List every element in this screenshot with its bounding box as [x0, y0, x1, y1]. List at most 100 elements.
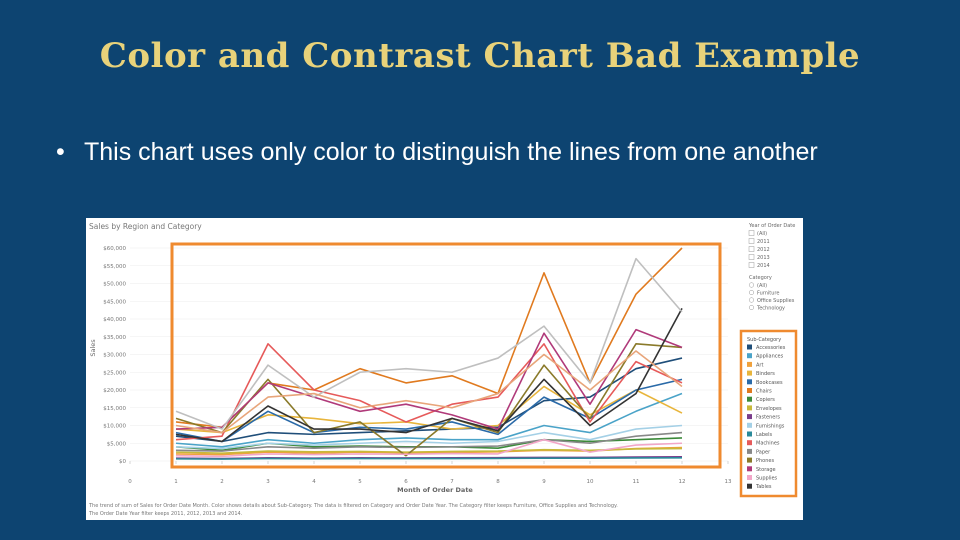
legend-highlight-box	[739, 329, 798, 498]
y-tick-label: $10,000	[103, 424, 126, 430]
y-tick-label: $35,000	[103, 335, 126, 341]
category-radio[interactable]	[748, 282, 755, 288]
legend-swatch	[747, 405, 752, 411]
y-tick-label: $15,000	[103, 406, 126, 412]
legend-swatch	[747, 414, 752, 420]
series-line-18	[175, 350, 683, 434]
series-line-17	[175, 257, 683, 430]
series-line-13	[175, 343, 683, 457]
year-filter-option: 2012	[757, 247, 770, 253]
legend-item: Furnishings	[756, 423, 785, 429]
bullet-point: • This chart uses only color to distingu…	[56, 136, 926, 168]
series-line-14	[175, 328, 683, 430]
category-filter-option: Office Supplies	[757, 298, 795, 304]
legend-item: Binders	[756, 371, 775, 377]
y-tick-label: $50,000	[103, 282, 126, 288]
series-line-7	[175, 447, 683, 454]
year-filter-title: Year of Order Date	[748, 223, 795, 229]
category-filter-option: Furniture	[757, 291, 779, 297]
category-filter-option: (All)	[757, 283, 767, 289]
bullet-text: This chart uses only color to distinguis…	[84, 138, 818, 166]
category-radio[interactable]	[748, 289, 755, 296]
bullet-dot-icon: •	[56, 138, 65, 166]
x-tick-label: 11	[633, 479, 640, 485]
category-filter-title: Category	[749, 275, 772, 281]
line-chart: Sales by Region and Category $0 $5,000 $10…	[88, 222, 798, 517]
series-line-9	[175, 424, 683, 450]
legend-item: Fasteners	[756, 415, 780, 421]
legend-swatch	[747, 431, 752, 437]
plot-highlight-box	[170, 242, 722, 469]
chart-caption: The trend of sum of Sales for Order Date…	[88, 503, 619, 517]
x-tick-label: 10	[587, 479, 594, 485]
legend-swatch	[747, 388, 752, 393]
legend-item: Paper	[756, 449, 771, 455]
series-line-10	[175, 457, 683, 460]
legend-swatch	[747, 483, 752, 489]
legend-item: Bookcases	[756, 380, 783, 386]
legend-item: Storage	[756, 467, 776, 473]
legend-title: Sub-Category	[747, 337, 781, 343]
legend-swatch	[747, 466, 752, 472]
y-tick-label: $0	[119, 459, 126, 465]
x-tick-label: 13	[725, 479, 732, 485]
legend-item: Accessories	[756, 345, 786, 351]
y-tick-label: $5,000	[107, 441, 127, 447]
year-filter-option: 2014	[757, 263, 770, 269]
y-tick-label: $40,000	[103, 317, 126, 323]
x-axis-label: Month of Order Date	[397, 486, 473, 494]
year-checkbox[interactable]	[748, 230, 755, 236]
x-tick-label: 3	[266, 479, 270, 485]
legend-item: Chairs	[756, 389, 772, 395]
legend-item: Phones	[756, 458, 774, 464]
legend-item: Appliances	[756, 354, 784, 360]
legend-swatch	[747, 370, 752, 376]
slide-title: Color and Contrast Chart Bad Example	[99, 36, 861, 76]
year-checkbox[interactable]	[748, 254, 755, 260]
category-filter-option: Technology	[756, 306, 785, 312]
year-filter-option: 2013	[757, 255, 770, 261]
year-checkbox[interactable]	[748, 246, 755, 252]
series-line-12	[175, 431, 683, 452]
x-tick-label: 9	[542, 479, 546, 485]
legend-swatch	[747, 344, 752, 350]
y-tick-label: $30,000	[103, 353, 126, 359]
legend: Sub-Category Accessories Appliances Art Bind…	[747, 337, 786, 490]
chart-panel: Sales by Region and Category $0 $5,000 $10…	[86, 218, 803, 520]
x-tick-label: 2	[220, 479, 224, 485]
x-tick-label: 8	[496, 479, 500, 485]
x-tick-label: 1	[174, 479, 178, 485]
year-checkbox[interactable]	[748, 262, 755, 268]
legend-swatch	[747, 457, 752, 463]
legend-item: Art	[756, 362, 763, 368]
legend-item: Envelopes	[756, 406, 782, 412]
category-radio[interactable]	[748, 297, 755, 303]
x-tick-label: 5	[358, 479, 362, 485]
legend-swatch	[747, 379, 752, 385]
x-tick-label: 4	[312, 479, 316, 485]
legend-swatch	[747, 448, 752, 454]
year-filter-option: 2011	[757, 239, 770, 245]
legend-item: Tables	[755, 484, 772, 490]
chart-title: Sales by Region and Category	[89, 222, 202, 231]
x-tick-label: 6	[404, 479, 408, 485]
x-tick-label: 0	[128, 479, 132, 485]
y-tick-label: $45,000	[103, 299, 126, 305]
y-tick-label: $60,000	[103, 246, 126, 252]
filter-panel: Year of Order Date (All) 2011 2012 2013 2014 C…	[748, 223, 795, 312]
legend-item: Labels	[756, 432, 772, 438]
series-line-11	[175, 343, 683, 441]
category-radio[interactable]	[748, 304, 755, 311]
legend-item: Machines	[756, 441, 780, 447]
year-filter-option: (All)	[757, 231, 767, 237]
y-tick-label: $20,000	[103, 388, 126, 394]
legend-swatch	[747, 353, 752, 359]
x-tick-label: 7	[450, 479, 454, 485]
y-tick-label: $25,000	[103, 370, 126, 376]
series-line-1	[175, 392, 683, 448]
y-tick-label: $55,000	[103, 264, 126, 270]
x-tick-label: 12	[679, 479, 686, 485]
year-checkbox[interactable]	[748, 238, 755, 244]
legend-swatch	[747, 475, 752, 480]
series-line-16	[175, 307, 683, 443]
